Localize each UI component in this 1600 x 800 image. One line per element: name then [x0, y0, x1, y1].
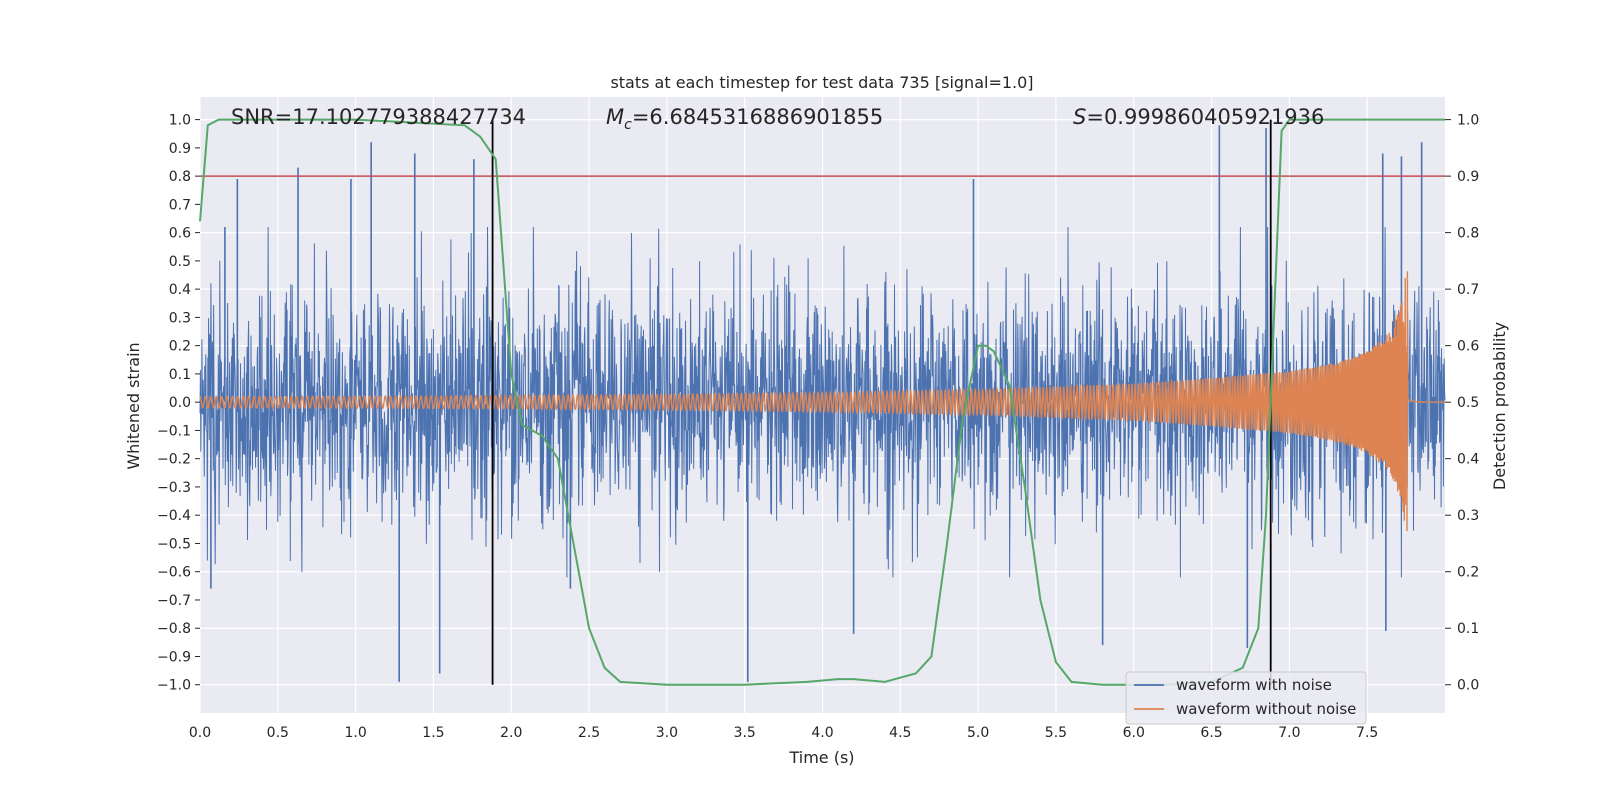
s-value: =0.999860405921936	[1086, 105, 1324, 129]
left-y-tick-label: 0.4	[169, 282, 191, 298]
left-y-axis-label: Whitened strain	[124, 342, 143, 469]
x-tick-label: 2.5	[578, 725, 600, 741]
left-y-tick-label: −1.0	[157, 678, 191, 694]
left-y-tick-label: −0.4	[157, 508, 191, 524]
x-tick-label: 5.0	[967, 725, 989, 741]
clean-waveform-line	[199, 271, 1445, 532]
left-y-tick-labels: 1.0 0.9 0.8 0.7 0.6 0.5 0.4 0.3 0.2 0.1 0.0 −0.1 −0.…	[157, 113, 200, 694]
x-tick-label: 3.5	[734, 725, 756, 741]
right-y-tick-label: 0.2	[1457, 565, 1479, 581]
left-y-tick-label: 0.0	[169, 395, 191, 411]
x-tick-label: 3.0	[656, 725, 678, 741]
right-y-tick-label: 0.9	[1457, 169, 1479, 185]
right-y-tick-label: 0.5	[1457, 395, 1479, 411]
right-y-tick-label: 0.4	[1457, 452, 1479, 468]
right-y-axis-label: Detection probability	[1490, 322, 1509, 490]
x-tick-label: 0.5	[267, 725, 289, 741]
left-y-tick-label: 0.2	[169, 339, 191, 355]
clean-waveform-group	[199, 271, 1445, 532]
x-tick-label: 4.5	[889, 725, 911, 741]
left-y-tick-label: 0.9	[169, 141, 191, 157]
legend-box	[1125, 671, 1367, 725]
x-tick-label: 4.0	[811, 725, 833, 741]
left-y-tick-label: 0.7	[169, 197, 191, 213]
left-y-tick-label: 0.8	[169, 169, 191, 185]
left-y-tick-label: −0.8	[157, 621, 191, 637]
right-y-tick-label: 0.1	[1457, 621, 1479, 637]
right-y-tick-label: 0.3	[1457, 508, 1479, 524]
chart-title: stats at each timestep for test data 735…	[610, 73, 1033, 92]
left-y-tick-label: −0.5	[157, 536, 191, 552]
right-y-tick-label: 0.7	[1457, 282, 1479, 298]
left-y-tick-label: −0.2	[157, 452, 191, 468]
left-y-tick-label: −0.9	[157, 649, 191, 665]
score-annotation: S=0.999860405921936	[1073, 105, 1324, 129]
left-y-tick-label: 0.5	[169, 254, 191, 270]
chirp-mass-annotation: Mc=6.6845316886901855	[606, 105, 883, 133]
mc-value: =6.6845316886901855	[632, 105, 883, 129]
left-y-tick-label: 0.6	[169, 226, 191, 242]
snr-annotation: SNR=17.102779388427734	[231, 105, 526, 129]
legend-noisy-label: waveform with noise	[1176, 676, 1332, 694]
s-symbol: S	[1073, 105, 1086, 129]
mc-subscript: c	[624, 117, 632, 133]
left-y-tick-label: 1.0	[169, 113, 191, 129]
left-y-tick-label: −0.7	[157, 593, 191, 609]
x-tick-label: 6.0	[1123, 725, 1145, 741]
legend-clean-label: waveform without noise	[1176, 700, 1356, 718]
x-tick-label: 7.0	[1278, 725, 1300, 741]
x-tick-label: 2.0	[500, 725, 522, 741]
x-tick-label: 1.0	[344, 725, 366, 741]
left-y-tick-label: −0.3	[157, 480, 191, 496]
left-y-tick-label: 0.3	[169, 310, 191, 326]
legend: waveform with noise waveform without noi…	[1125, 671, 1367, 725]
right-y-tick-label: 0.6	[1457, 339, 1479, 355]
x-tick-label: 6.5	[1200, 725, 1222, 741]
left-y-tick-label: 0.1	[169, 367, 191, 383]
x-tick-labels: 0.0 0.5 1.0 1.5 2.0 2.5 3.0 3.5 4.0 4.5 5.0 5.5 6.0 6…	[189, 725, 1378, 741]
mc-symbol: M	[606, 105, 624, 129]
x-tick-label: 7.5	[1356, 725, 1378, 741]
noisy-waveform-group	[199, 125, 1446, 682]
left-y-tick-label: −0.1	[157, 423, 191, 439]
right-y-tick-labels: 1.0 0.9 0.8 0.7 0.6 0.5 0.4 0.3 0.2 0.1 0.0	[1445, 113, 1479, 694]
right-y-tick-label: 0.8	[1457, 226, 1479, 242]
x-tick-label: 0.0	[189, 725, 211, 741]
x-tick-label: 1.5	[422, 725, 444, 741]
x-axis-label: Time (s)	[788, 748, 854, 767]
right-y-tick-label: 1.0	[1457, 113, 1479, 129]
right-y-tick-label: 0.0	[1457, 678, 1479, 694]
x-tick-label: 5.5	[1045, 725, 1067, 741]
left-y-tick-label: −0.6	[157, 565, 191, 581]
